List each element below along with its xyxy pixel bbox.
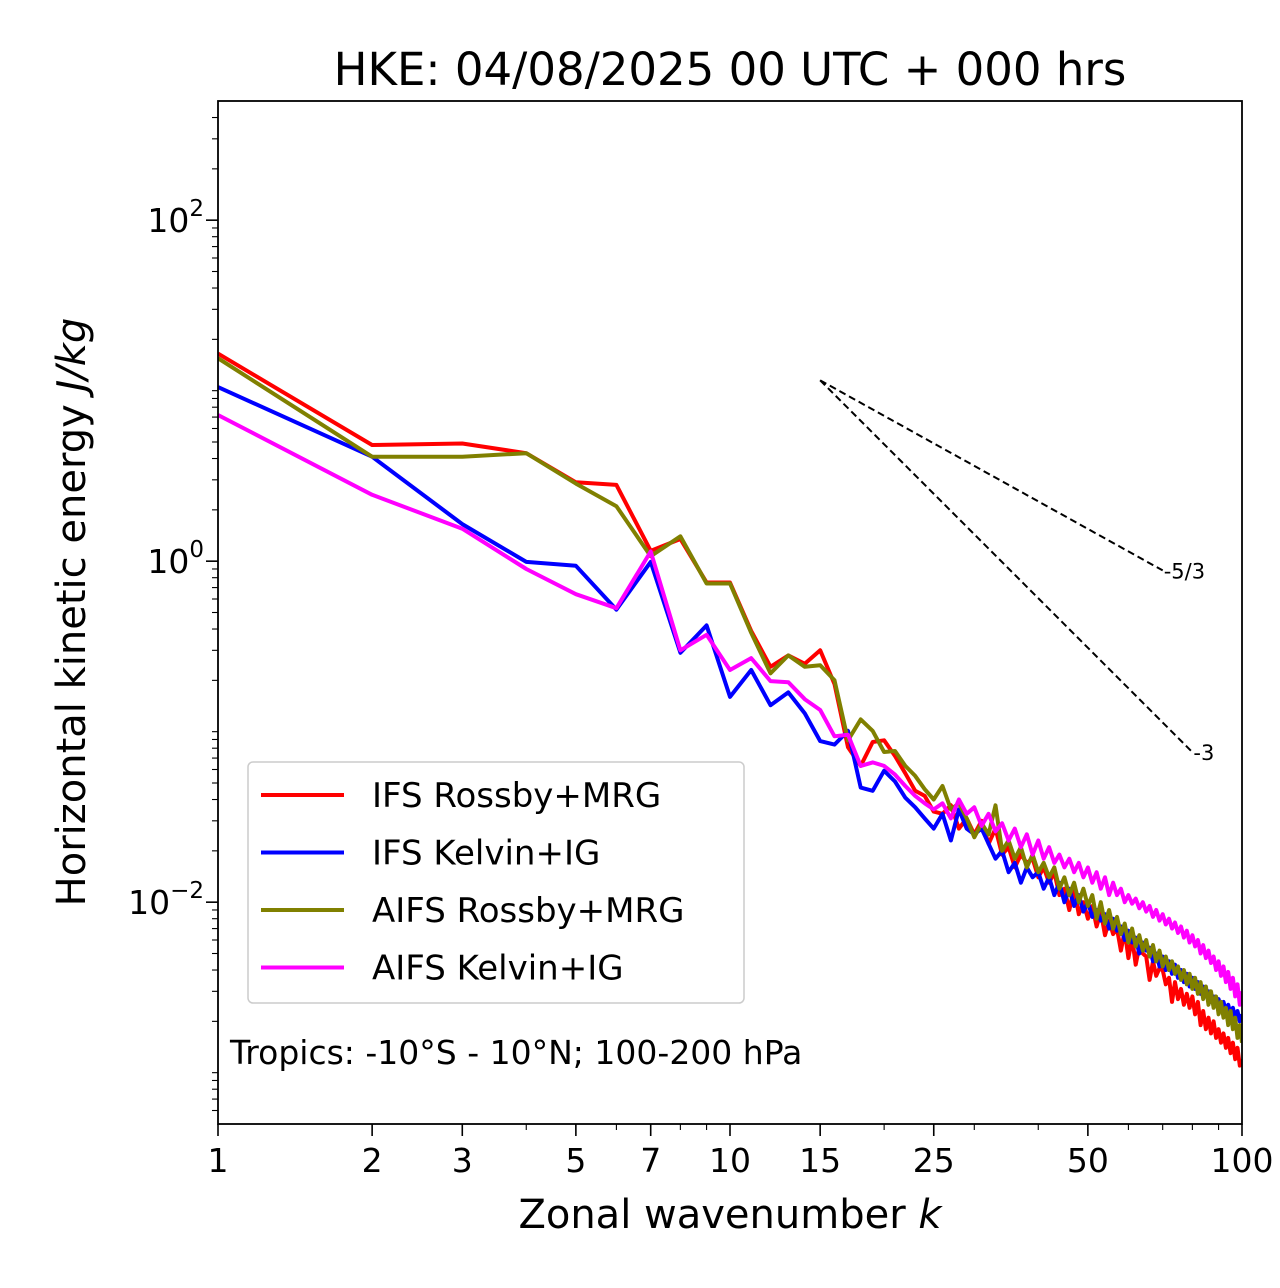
y-tick-exponent: −2 (170, 878, 204, 904)
x-tick-label: 3 (452, 1141, 473, 1180)
y-tick-base: 10 (128, 883, 170, 922)
y-axis-label: Horizontal kinetic energy J/kg (49, 318, 95, 907)
x-tick-label: 7 (640, 1141, 661, 1180)
y-tick-base: 10 (147, 201, 189, 240)
series-group (218, 351, 1242, 1068)
y-tick-exponent: 2 (189, 196, 204, 222)
reference-line (819, 379, 1164, 572)
series-line (218, 356, 1242, 1043)
legend-label: AIFS Rossby+MRG (372, 891, 684, 931)
reference-line-label: -5/3 (1164, 559, 1205, 583)
legend-label: IFS Rossby+MRG (372, 776, 661, 816)
legend-label: IFS Kelvin+IG (372, 834, 600, 874)
x-tick-label: 10 (709, 1141, 751, 1180)
x-tick-label: 100 (1211, 1141, 1274, 1180)
y-tick-label: 10−2 (128, 878, 204, 922)
series-line (218, 413, 1242, 1007)
x-axis-ticks: 1 2 3 5 7 10 15 25 50 100 (208, 1124, 1274, 1180)
x-axis-label: Zonal wavenumber k (518, 1192, 943, 1238)
x-tick-label: 15 (799, 1141, 841, 1180)
x-tick-label: 2 (362, 1141, 383, 1180)
reference-line (819, 379, 1194, 753)
x-axis-label-text: Zonal wavenumber (518, 1192, 906, 1238)
y-tick-exponent: 0 (189, 537, 204, 563)
reference-line-label: -3 (1193, 741, 1214, 765)
chart-title: HKE: 04/08/2025 00 UTC + 000 hrs (334, 43, 1127, 96)
x-tick-label: 1 (208, 1141, 229, 1180)
x-tick-label: 5 (565, 1141, 586, 1180)
legend: IFS Rossby+MRG IFS Kelvin+IG AIFS Rossby+M… (247, 761, 745, 1004)
y-tick-label: 100 (147, 537, 204, 581)
legend-box (247, 761, 745, 1004)
y-axis-label-unit: J/kg (49, 318, 95, 399)
region-annotation: Tropics: -10°S - 10°N; 100-200 hPa (229, 1033, 802, 1072)
x-tick-label: 50 (1067, 1141, 1109, 1180)
y-axis-label-text: Horizontal kinetic energy (49, 404, 95, 906)
plot-frame (217, 100, 1243, 1125)
y-tick-base: 10 (147, 542, 189, 581)
reference-lines: -5/3 -3 (819, 379, 1214, 765)
x-tick-label: 25 (913, 1141, 955, 1180)
legend-label: AIFS Kelvin+IG (372, 949, 624, 989)
y-tick-label: 102 (147, 196, 204, 240)
x-axis-label-var: k (918, 1192, 943, 1238)
